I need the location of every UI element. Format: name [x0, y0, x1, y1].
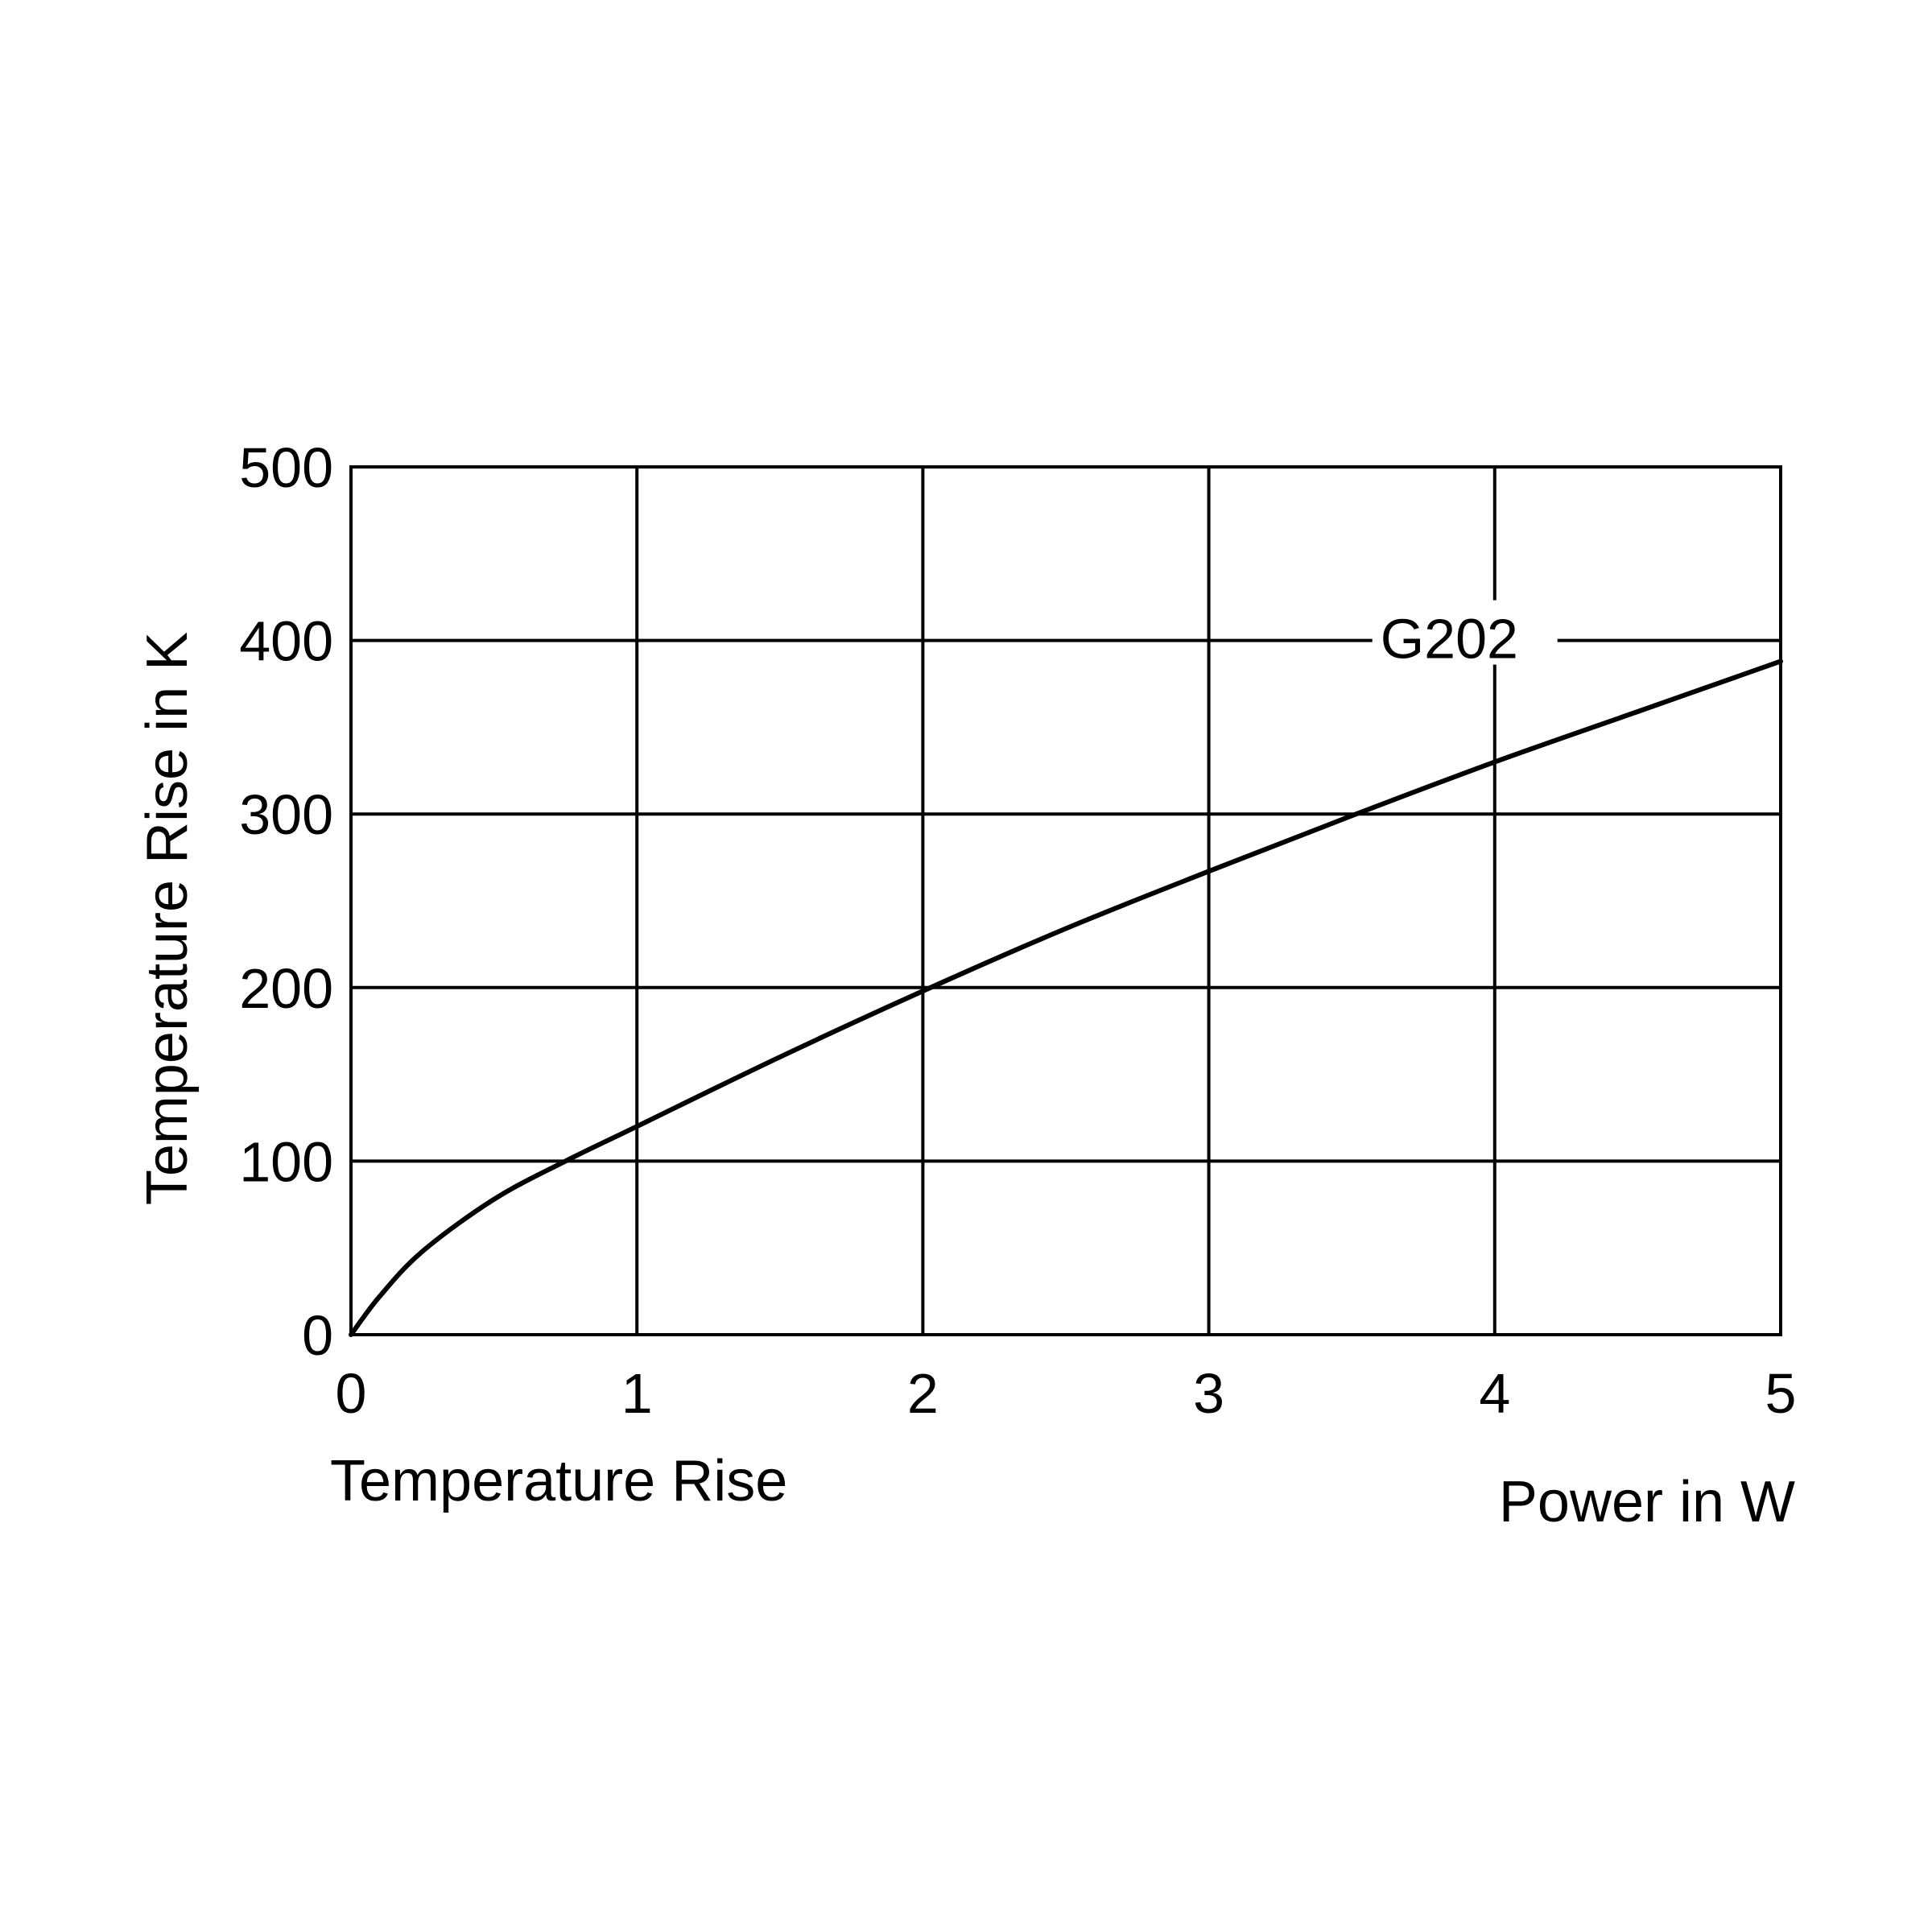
y-tick-label-2: 200 — [239, 957, 333, 1020]
annotation-background-0 — [1372, 600, 1558, 665]
chart-caption: Temperature Rise — [330, 1449, 787, 1513]
series-line-g202 — [349, 658, 1783, 1337]
x-axis-title: Power in W — [1499, 1470, 1795, 1534]
y-tick-label-3: 300 — [239, 783, 333, 846]
x-tick-label-5: 5 — [1765, 1362, 1797, 1425]
series-label-annotation: G202 — [1381, 608, 1518, 671]
x-tick-label-0: 0 — [336, 1362, 367, 1425]
y-tick-label-0: 0 — [302, 1304, 333, 1367]
y-tick-label-5: 500 — [239, 436, 333, 499]
plot-frame — [349, 465, 1782, 1336]
x-tick-label-4: 4 — [1479, 1362, 1510, 1425]
annotations: G202 — [1372, 600, 1558, 671]
y-axis-title: Temperature Rise in K — [135, 632, 200, 1205]
y-tick-label-4: 400 — [239, 610, 333, 673]
y-tick-label-1: 100 — [239, 1130, 333, 1193]
x-tick-label-2: 2 — [907, 1362, 939, 1425]
x-tick-label-1: 1 — [621, 1362, 653, 1425]
grid — [349, 465, 1782, 1336]
x-tick-labels: 0 1 2 3 4 5 — [336, 1362, 1797, 1425]
y-tick-labels: 0 100 200 300 400 500 — [239, 436, 333, 1367]
x-tick-label-3: 3 — [1193, 1362, 1224, 1425]
